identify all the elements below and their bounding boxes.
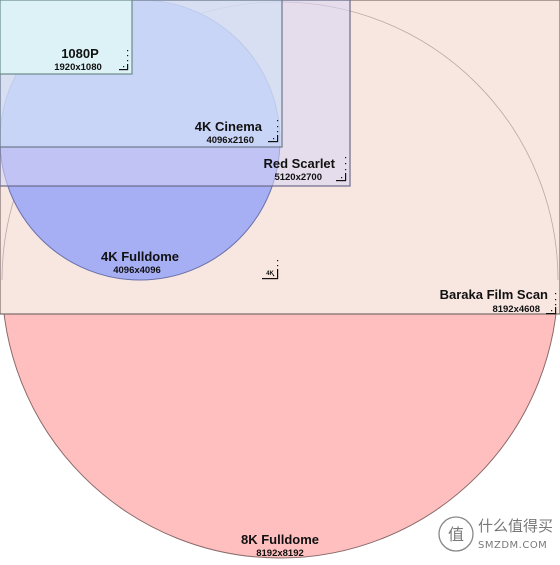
label-4k-fulldome-resolution: 4096x4096 <box>113 265 161 276</box>
label-baraka-resolution: 8192x4608 <box>492 304 540 315</box>
shape-4k-cinema-outline <box>0 0 283 148</box>
shape-red-scarlet-outline <box>0 0 351 187</box>
corner-marker-baraka <box>546 293 557 315</box>
corner-marker-4k-cinema <box>268 120 279 143</box>
label-8k-fulldome-name: 8K Fulldome <box>241 532 319 547</box>
label-8k-fulldome-resolution: 8192x8192 <box>256 548 304 559</box>
shape-1080p <box>0 0 132 74</box>
watermark-brand-cn: 什么值得买 <box>478 517 553 535</box>
watermark-logo-icon <box>438 516 474 552</box>
label-4k-fulldome-name: 4K Fulldome <box>101 249 179 264</box>
label-1080p-name: 1080P <box>61 46 99 61</box>
label-4k-cinema-name: 4K Cinema <box>195 119 263 134</box>
label-1080p-resolution: 1920x1080 <box>54 62 102 73</box>
shape-baraka-film-scan-outline <box>0 0 560 315</box>
corner-marker-4k-small <box>262 260 279 280</box>
label-4k-cinema-resolution: 4096x2160 <box>206 135 254 146</box>
shape-1080p-outline <box>0 0 133 75</box>
label-red-scarlet-name: Red Scarlet <box>263 156 335 171</box>
label-red-scarlet-resolution: 5120x2700 <box>274 172 322 183</box>
watermark-brand-en: SMZDM.COM <box>478 540 547 551</box>
label-baraka-name: Baraka Film Scan <box>440 287 548 302</box>
label-4k-small: 4K <box>266 271 274 277</box>
watermark-logo-glyph: 值 <box>448 525 464 544</box>
watermark: 值 什么值得买 SMZDM.COM <box>438 516 553 552</box>
corner-marker-red-scarlet <box>336 157 347 182</box>
corner-markers <box>119 50 557 315</box>
corner-marker-1080p <box>119 50 129 71</box>
